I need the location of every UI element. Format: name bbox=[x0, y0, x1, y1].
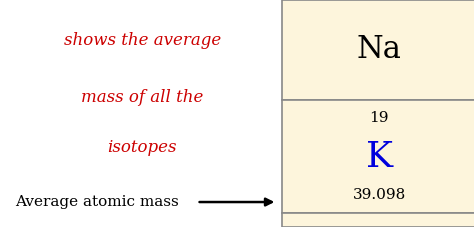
Bar bbox=[282, 213, 474, 227]
Text: mass of all the: mass of all the bbox=[81, 89, 203, 106]
Bar bbox=[282, 100, 474, 213]
Text: isotopes: isotopes bbox=[108, 139, 177, 156]
Text: 19: 19 bbox=[369, 111, 389, 125]
Text: Average atomic mass: Average atomic mass bbox=[15, 195, 179, 209]
Text: Na: Na bbox=[357, 35, 401, 65]
Text: 39.098: 39.098 bbox=[353, 188, 406, 202]
Text: shows the average: shows the average bbox=[64, 32, 221, 49]
Text: K: K bbox=[366, 140, 392, 174]
Bar bbox=[282, 0, 474, 100]
